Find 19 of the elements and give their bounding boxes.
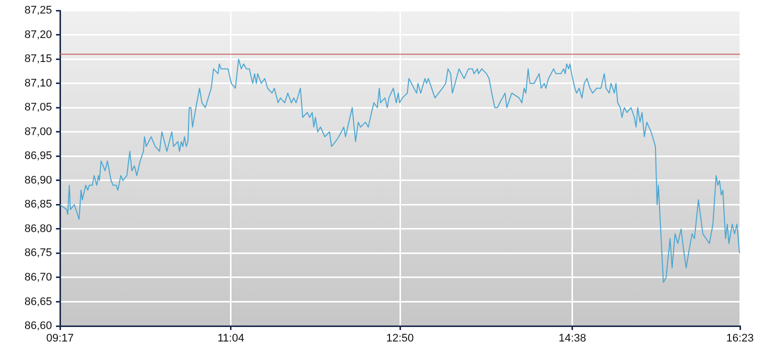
y-tick-label: 86,80	[24, 222, 52, 235]
x-tick-label: 16:23	[726, 332, 754, 345]
y-tick-label: 86,60	[24, 320, 52, 332]
y-tick-label: 87,25	[24, 4, 52, 17]
y-tick-label: 87,10	[24, 77, 52, 90]
y-tick-label: 86,90	[24, 174, 52, 186]
x-tick-label: 14:38	[558, 332, 586, 345]
x-tick-label: 09:17	[46, 332, 74, 345]
y-tick-label: 87,00	[24, 126, 52, 138]
y-tick-label: 86,70	[24, 272, 52, 284]
x-tick-label: 11:04	[218, 332, 244, 345]
y-tick-label: 86,85	[24, 198, 52, 211]
y-tick-label: 87,15	[24, 53, 52, 66]
y-tick-label: 87,05	[24, 102, 52, 114]
y-tick-label: 86,75	[24, 247, 52, 260]
y-tick-label: 86,95	[24, 150, 52, 162]
y-tick-label: 87,20	[24, 28, 52, 41]
x-tick-label: 12:50	[386, 332, 414, 345]
y-tick-label: 86,65	[24, 296, 52, 308]
